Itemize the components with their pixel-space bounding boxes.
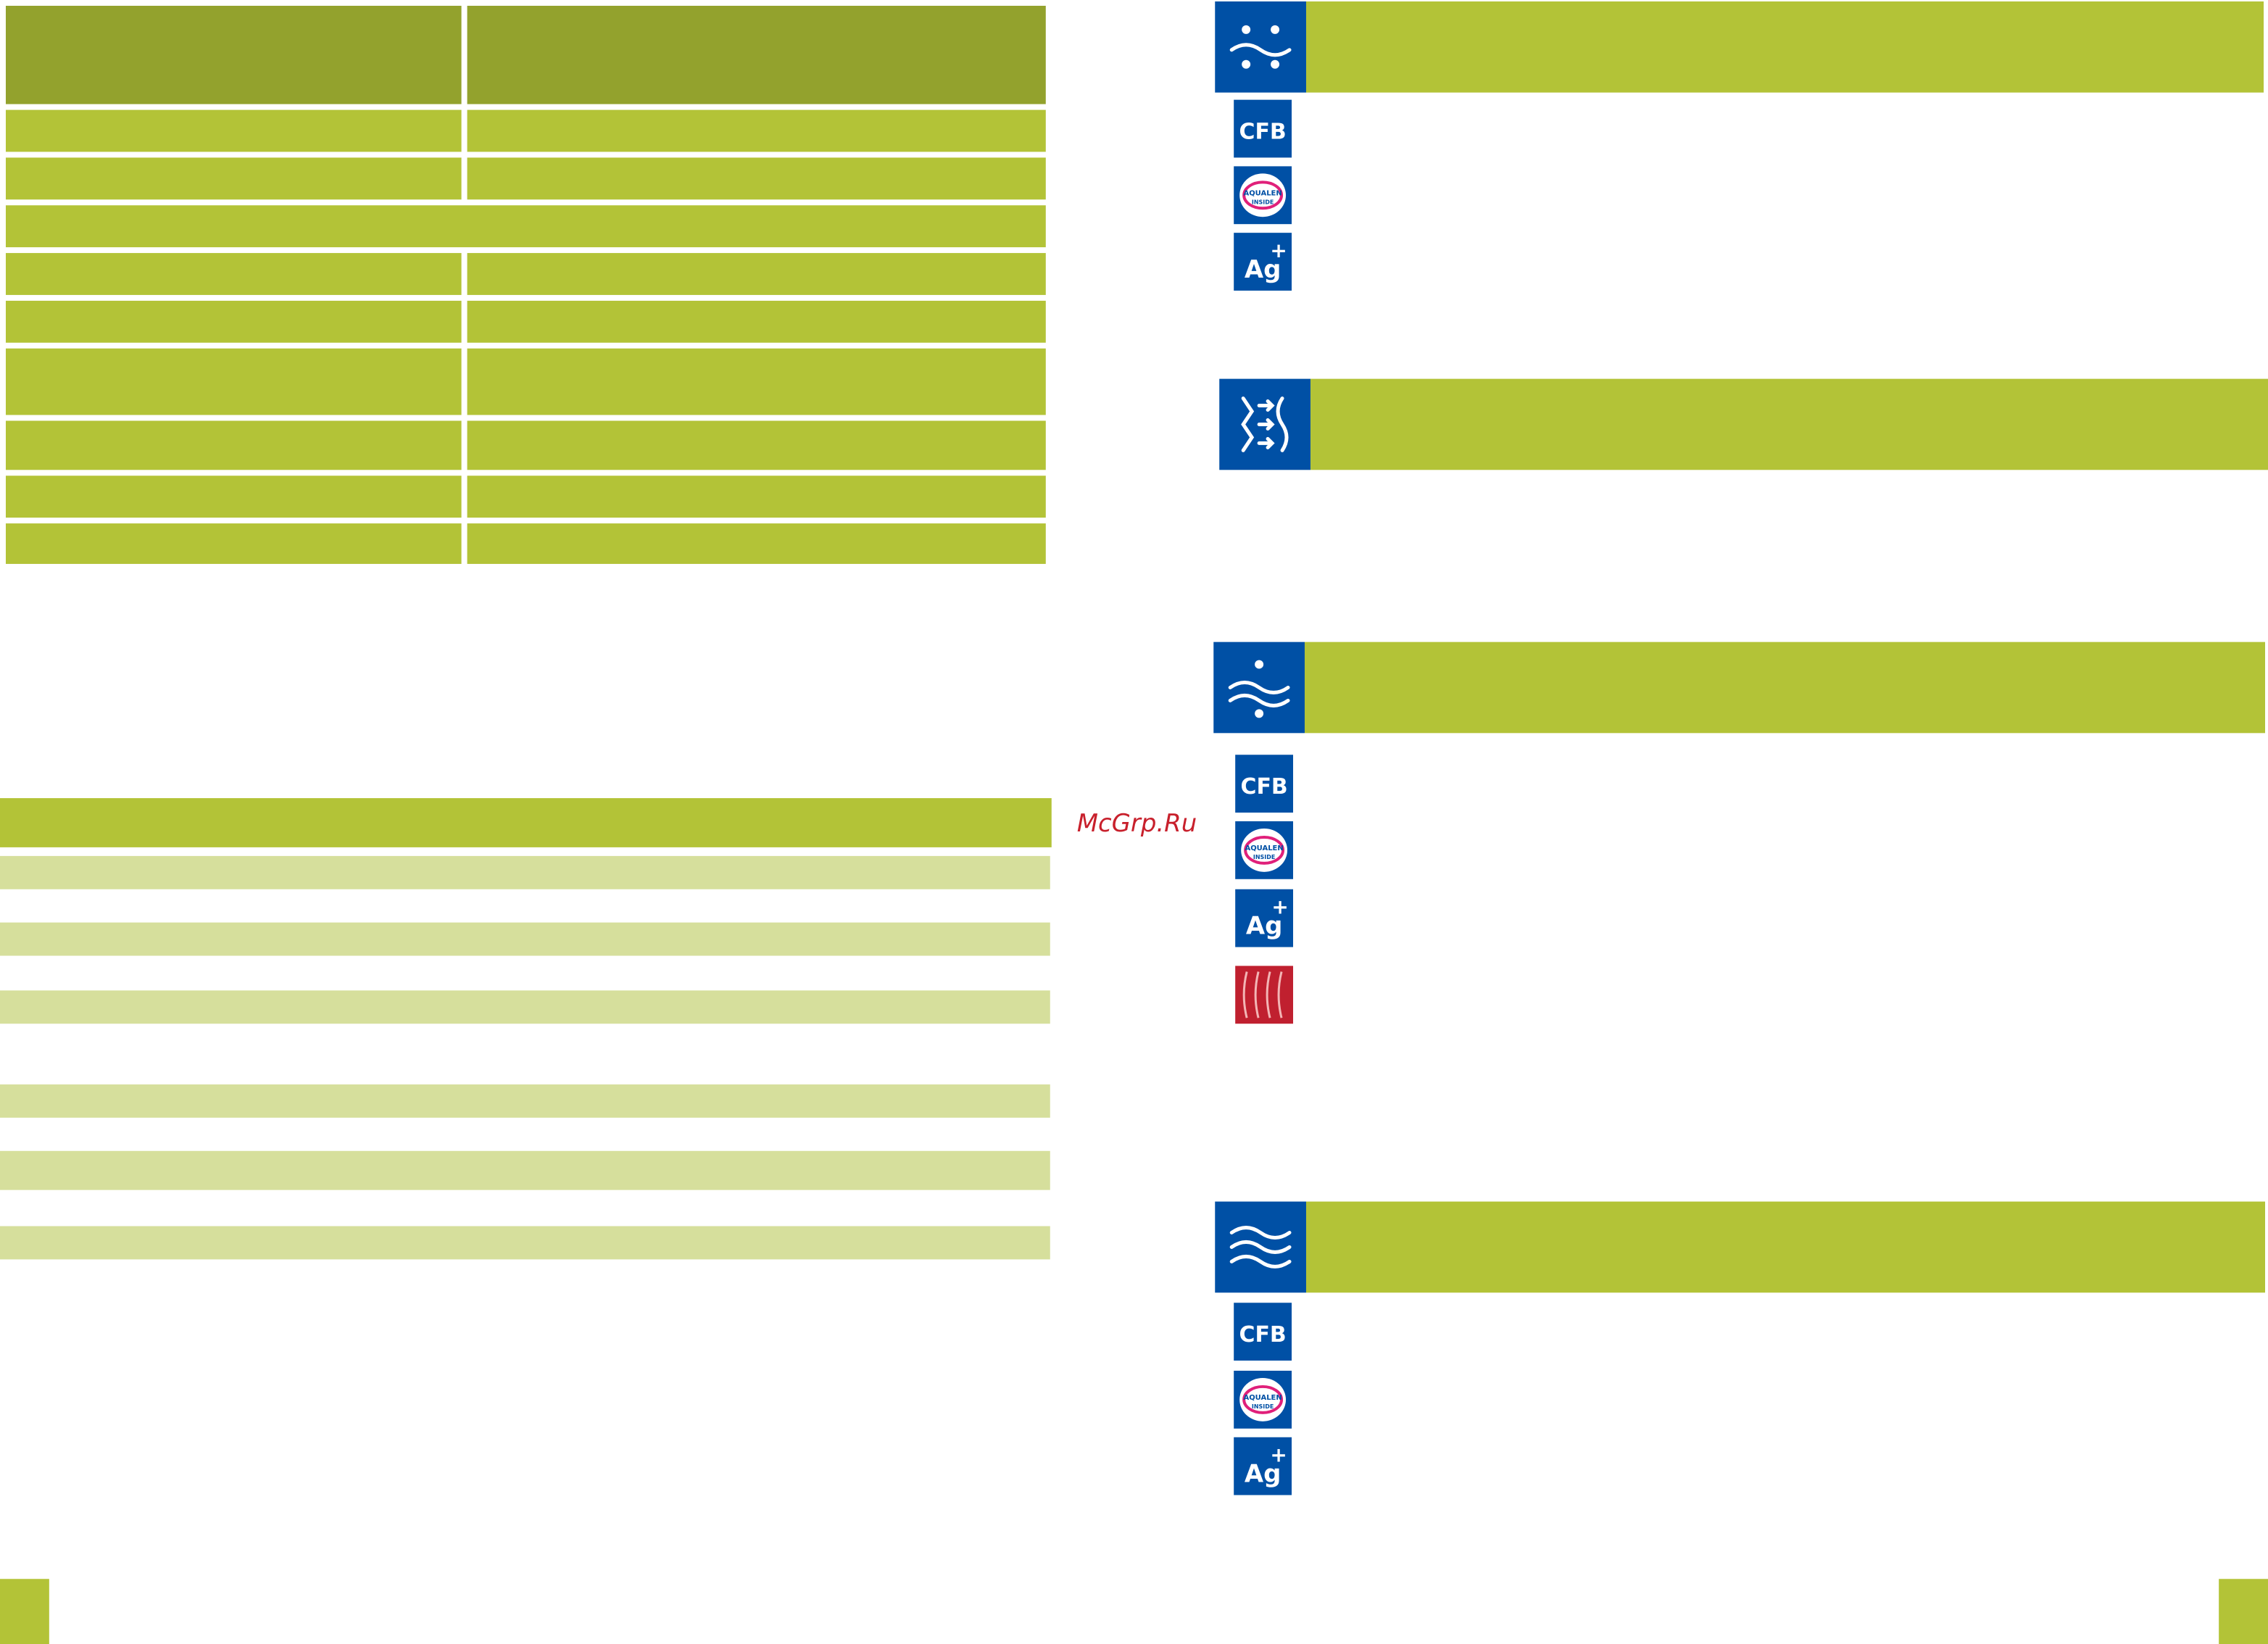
table-header — [0, 798, 1052, 847]
badge-fiber — [1254, 971, 1260, 1018]
table-header-cell — [5, 5, 462, 104]
badge-fiber — [1242, 971, 1248, 1018]
table-cell — [5, 420, 462, 470]
icon-arrow — [1257, 399, 1275, 412]
icon-dot — [1255, 660, 1264, 669]
icon-dot — [1255, 709, 1264, 718]
badge-text: Ag — [1245, 1460, 1282, 1488]
badge-text: CFB — [1239, 119, 1287, 144]
table-cell — [5, 476, 462, 518]
table-cell — [467, 348, 1046, 415]
table-cell — [5, 348, 462, 415]
watermark: McGrp.Ru — [1077, 809, 1197, 837]
table-cell — [5, 157, 462, 200]
table-cell — [467, 253, 1046, 295]
table-cell — [5, 300, 462, 343]
badge — [1234, 99, 1292, 158]
section-bar — [1304, 642, 2266, 734]
badge — [1234, 1303, 1292, 1361]
icon-wave — [1228, 693, 1290, 707]
section-bar — [1310, 378, 2268, 470]
icon-dot — [1242, 59, 1251, 69]
table-cell — [467, 476, 1046, 518]
table-row — [0, 1150, 1050, 1190]
table-header-cell — [467, 5, 1046, 104]
icon-arrow — [1257, 418, 1275, 431]
spec-table — [5, 5, 1046, 564]
badge-text: AQUALEN — [1245, 844, 1283, 852]
table-cell — [467, 157, 1046, 200]
table-row — [0, 1084, 1050, 1118]
badge-fiber — [1266, 971, 1271, 1018]
table-cell — [5, 523, 462, 564]
table-row — [0, 990, 1050, 1024]
section-bar — [1305, 1, 2264, 93]
icon-line — [1241, 397, 1255, 452]
icon-wave — [1229, 1240, 1292, 1254]
table-cell — [5, 109, 462, 152]
badge-superscript: + — [1271, 895, 1288, 919]
badge-fiber — [1277, 971, 1283, 1018]
page-corner — [0, 1579, 49, 1644]
icon-wave — [1229, 1254, 1292, 1269]
table-cell — [467, 523, 1046, 564]
icon-dot — [1271, 59, 1280, 69]
badge-subtext: INSIDE — [1252, 199, 1274, 205]
badge — [1234, 1437, 1292, 1495]
table-cell — [467, 109, 1046, 152]
icon-dot — [1271, 25, 1280, 34]
section-icon — [1215, 1, 1306, 93]
icon-wave — [1229, 43, 1292, 57]
badge-logo-ring — [1242, 1384, 1284, 1414]
icon-line — [1276, 397, 1289, 452]
table-row — [0, 1226, 1050, 1260]
badge-text: CFB — [1241, 774, 1288, 800]
badge-superscript: + — [1270, 238, 1287, 262]
badge — [1235, 889, 1294, 947]
page-corner — [2219, 1579, 2268, 1644]
section-bar — [1305, 1201, 2266, 1293]
icon-arrow — [1257, 436, 1275, 449]
table-row — [0, 922, 1050, 956]
table-cell — [5, 205, 1046, 248]
table-cell — [5, 253, 462, 295]
icon-wave — [1229, 1226, 1292, 1240]
table-cell — [467, 300, 1046, 343]
badge-text: AQUALEN — [1243, 189, 1282, 197]
badge-subtext: INSIDE — [1252, 1403, 1274, 1410]
badge-logo-ring — [1242, 180, 1284, 210]
badge-logo-ring — [1244, 835, 1285, 865]
badge-text: CFB — [1239, 1322, 1287, 1348]
table-cell — [467, 420, 1046, 470]
program-table — [0, 798, 1052, 1260]
table-row — [0, 855, 1050, 889]
badge — [1235, 755, 1294, 813]
badge-subtext: INSIDE — [1253, 854, 1275, 860]
badge-text: Ag — [1245, 255, 1282, 283]
badge — [1234, 233, 1292, 291]
badge-superscript: + — [1270, 1443, 1287, 1467]
icon-wave — [1228, 681, 1290, 694]
badge-text: Ag — [1246, 912, 1283, 940]
badge-text: AQUALEN — [1243, 1394, 1282, 1402]
icon-dot — [1242, 25, 1251, 34]
